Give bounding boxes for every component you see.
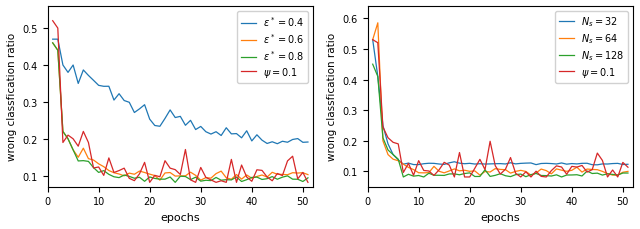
Line: $\psi = 0.1$: $\psi = 0.1$ <box>52 22 308 183</box>
$\varepsilon^* = 0.6$ <box>49 42 56 45</box>
$N_s = 64$ <box>619 171 627 174</box>
$\varepsilon^* = 0.6$ <box>131 173 138 176</box>
$\psi = 0.1$ <box>369 39 376 42</box>
$\varepsilon^* = 0.8$ <box>131 177 138 180</box>
$\psi = 0.1$ <box>125 177 133 180</box>
$N_s = 64$ <box>563 170 570 173</box>
$N_s = 64$ <box>476 174 484 177</box>
$\psi = 0.1$ <box>557 166 565 169</box>
$N_s = 128$ <box>456 174 463 176</box>
X-axis label: epochs: epochs <box>161 212 200 222</box>
$\psi = 0.1$ <box>624 166 632 169</box>
$\psi = 0.1$ <box>543 176 550 179</box>
$\varepsilon^* = 0.4$ <box>304 141 312 144</box>
Legend: $\varepsilon^* = 0.4$, $\varepsilon^* = 0.6$, $\varepsilon^* = 0.8$, $\psi = 0.1: $\varepsilon^* = 0.4$, $\varepsilon^* = … <box>237 12 308 83</box>
$N_s = 128$ <box>624 172 632 175</box>
$N_s = 64$ <box>456 170 463 172</box>
$N_s = 32$ <box>593 164 601 166</box>
$\varepsilon^* = 0.8$ <box>172 181 179 184</box>
Line: $N_s = 64$: $N_s = 64$ <box>372 24 628 175</box>
$N_s = 128$ <box>369 63 376 66</box>
$\varepsilon^* = 0.6$ <box>156 179 164 182</box>
$\varepsilon^* = 0.6$ <box>223 177 230 179</box>
$\varepsilon^* = 0.6$ <box>237 178 245 181</box>
$\psi = 0.1$ <box>304 181 312 184</box>
$\varepsilon^* = 0.8$ <box>49 42 56 45</box>
$\psi = 0.1$ <box>425 170 433 173</box>
$\varepsilon^* = 0.4$ <box>273 143 281 145</box>
$\varepsilon^* = 0.8$ <box>223 179 230 181</box>
$N_s = 64$ <box>548 173 556 175</box>
Legend: $N_s = 32$, $N_s = 64$, $N_s = 128$, $\psi = 0.1$: $N_s = 32$, $N_s = 64$, $N_s = 128$, $\p… <box>555 12 628 83</box>
Y-axis label: wrong classfication ratio: wrong classfication ratio <box>7 33 17 161</box>
$\psi = 0.1$ <box>105 157 113 160</box>
$N_s = 128$ <box>451 173 458 175</box>
$N_s = 32$ <box>538 162 545 165</box>
$\varepsilon^* = 0.6$ <box>105 169 113 172</box>
$\varepsilon^* = 0.8$ <box>304 177 312 180</box>
$\varepsilon^* = 0.6$ <box>299 172 307 174</box>
$N_s = 32$ <box>624 163 632 166</box>
$\varepsilon^* = 0.6$ <box>125 172 133 175</box>
Line: $\varepsilon^* = 0.4$: $\varepsilon^* = 0.4$ <box>52 40 308 144</box>
$N_s = 64$ <box>374 22 381 25</box>
$\varepsilon^* = 0.8$ <box>105 173 113 176</box>
$N_s = 32$ <box>425 162 433 165</box>
$\psi = 0.1$ <box>131 180 138 182</box>
$N_s = 32$ <box>369 39 376 42</box>
$\varepsilon^* = 0.4$ <box>125 101 133 104</box>
$\psi = 0.1$ <box>619 161 627 164</box>
Line: $\varepsilon^* = 0.6$: $\varepsilon^* = 0.6$ <box>52 44 308 180</box>
X-axis label: epochs: epochs <box>481 212 520 222</box>
$\psi = 0.1$ <box>299 171 307 174</box>
Line: $N_s = 128$: $N_s = 128$ <box>372 65 628 177</box>
$\varepsilon^* = 0.4$ <box>105 85 113 88</box>
Line: $N_s = 32$: $N_s = 32$ <box>372 41 628 165</box>
$\psi = 0.1$ <box>49 20 56 23</box>
$\varepsilon^* = 0.8$ <box>125 175 133 178</box>
$\varepsilon^* = 0.4$ <box>233 133 241 135</box>
$\psi = 0.1$ <box>456 152 463 154</box>
$N_s = 128$ <box>543 174 550 177</box>
$N_s = 64$ <box>624 170 632 173</box>
$\psi = 0.1$ <box>445 164 453 167</box>
$N_s = 32$ <box>445 162 453 164</box>
$\psi = 0.1$ <box>146 181 154 184</box>
$\psi = 0.1$ <box>237 164 245 167</box>
$N_s = 128$ <box>399 176 407 179</box>
$N_s = 64$ <box>369 39 376 42</box>
$\varepsilon^* = 0.4$ <box>218 135 225 137</box>
$N_s = 32$ <box>553 163 561 166</box>
$\varepsilon^* = 0.4$ <box>131 112 138 114</box>
$N_s = 128$ <box>557 176 565 179</box>
$N_s = 64$ <box>430 165 438 168</box>
$\varepsilon^* = 0.8$ <box>237 180 245 183</box>
$N_s = 128$ <box>430 174 438 177</box>
$N_s = 128$ <box>619 172 627 175</box>
$N_s = 32$ <box>451 161 458 164</box>
Line: $\psi = 0.1$: $\psi = 0.1$ <box>372 41 628 177</box>
$\varepsilon^* = 0.4$ <box>49 39 56 41</box>
$\psi = 0.1$ <box>223 181 230 184</box>
$\varepsilon^* = 0.6$ <box>304 174 312 176</box>
$N_s = 64$ <box>451 168 458 171</box>
$\varepsilon^* = 0.8$ <box>299 180 307 183</box>
$N_s = 32$ <box>619 164 627 166</box>
Line: $\varepsilon^* = 0.8$: $\varepsilon^* = 0.8$ <box>52 44 308 183</box>
$\varepsilon^* = 0.4$ <box>299 141 307 144</box>
$\psi = 0.1$ <box>451 176 458 179</box>
Y-axis label: wrong classfication ratio: wrong classfication ratio <box>327 33 337 161</box>
